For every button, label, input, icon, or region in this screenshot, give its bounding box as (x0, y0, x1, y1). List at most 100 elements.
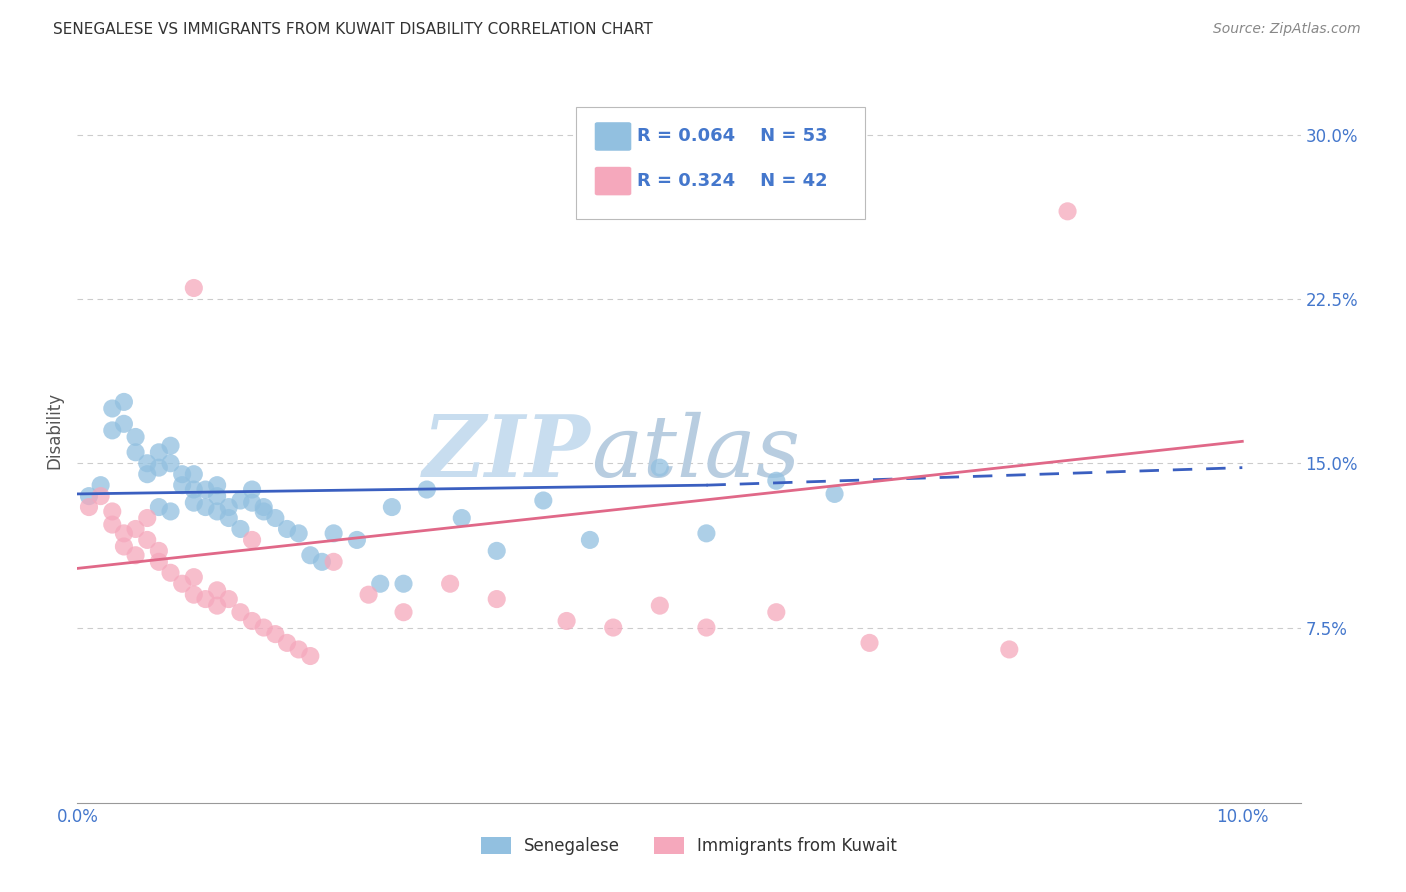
Point (183, 483, 205, 497)
Point (172, 576, 194, 591)
Point (112, 526, 135, 541)
Y-axis label: Disability: Disability (45, 392, 63, 469)
Point (218, 511, 240, 525)
Point (439, 576, 461, 591)
Point (346, 533, 368, 547)
Point (205, 489, 228, 503)
Point (485, 544, 508, 558)
Text: R = 0.324    N = 42: R = 0.324 N = 42 (637, 172, 828, 190)
Point (253, 621, 276, 635)
Text: SENEGALESE VS IMMIGRANTS FROM KUWAIT DISABILITY CORRELATION CHART: SENEGALESE VS IMMIGRANTS FROM KUWAIT DIS… (53, 22, 654, 37)
Point (240, 533, 263, 547)
Point (101, 423, 124, 437)
Point (112, 417, 135, 431)
Point (112, 540, 135, 554)
Point (148, 500, 170, 514)
Point (602, 621, 624, 635)
Point (276, 522, 298, 536)
Point (124, 548, 146, 562)
Point (229, 522, 252, 536)
Point (765, 474, 787, 488)
Point (1056, 204, 1078, 219)
Point (183, 281, 205, 295)
Text: ZIP: ZIP (423, 411, 591, 494)
Point (136, 467, 159, 482)
Point (998, 642, 1021, 657)
Point (276, 636, 298, 650)
Point (101, 517, 124, 532)
Point (124, 445, 146, 459)
Point (253, 500, 276, 514)
Point (159, 456, 181, 470)
Point (416, 483, 439, 497)
Point (299, 548, 322, 562)
Point (205, 478, 228, 492)
Point (205, 583, 228, 598)
Text: R = 0.064    N = 53: R = 0.064 N = 53 (637, 128, 828, 145)
Point (218, 592, 240, 607)
Point (136, 511, 159, 525)
Text: atlas: atlas (591, 411, 800, 494)
Point (253, 504, 276, 518)
Point (159, 504, 181, 518)
Point (450, 511, 472, 525)
Point (765, 605, 787, 619)
Point (648, 599, 671, 613)
Point (299, 648, 322, 663)
Point (218, 500, 240, 514)
Point (287, 526, 309, 541)
Point (240, 614, 263, 628)
Point (183, 570, 205, 584)
Point (695, 621, 717, 635)
Point (368, 576, 391, 591)
Point (159, 566, 181, 580)
Point (392, 576, 415, 591)
Point (77, 489, 100, 503)
Text: Source: ZipAtlas.com: Source: ZipAtlas.com (1213, 22, 1361, 37)
Point (264, 511, 287, 525)
Point (136, 533, 159, 547)
Point (159, 439, 181, 453)
Point (240, 496, 263, 510)
Point (229, 493, 252, 508)
Point (90, 489, 112, 503)
Point (101, 401, 124, 416)
Point (205, 599, 228, 613)
Point (101, 504, 124, 518)
Point (229, 605, 252, 619)
Point (172, 467, 194, 482)
Point (311, 555, 333, 569)
Point (148, 555, 170, 569)
Point (579, 533, 602, 547)
Point (148, 460, 170, 475)
Point (322, 555, 344, 569)
Point (531, 493, 554, 508)
Point (183, 496, 205, 510)
Legend: Senegalese, Immigrants from Kuwait: Senegalese, Immigrants from Kuwait (474, 830, 904, 862)
Point (287, 642, 309, 657)
Point (240, 483, 263, 497)
Point (485, 592, 508, 607)
Point (392, 605, 415, 619)
Point (858, 636, 880, 650)
Point (90, 478, 112, 492)
Point (183, 588, 205, 602)
Point (112, 395, 135, 409)
Point (172, 478, 194, 492)
Point (148, 544, 170, 558)
Point (322, 526, 344, 541)
Point (194, 592, 217, 607)
Point (194, 500, 217, 514)
Point (77, 500, 100, 514)
Point (124, 522, 146, 536)
Point (136, 456, 159, 470)
Point (357, 588, 380, 602)
Point (205, 504, 228, 518)
Point (183, 467, 205, 482)
Point (648, 460, 671, 475)
Point (381, 500, 404, 514)
Point (695, 526, 717, 541)
Point (264, 627, 287, 641)
Point (124, 430, 146, 444)
Point (824, 487, 846, 501)
